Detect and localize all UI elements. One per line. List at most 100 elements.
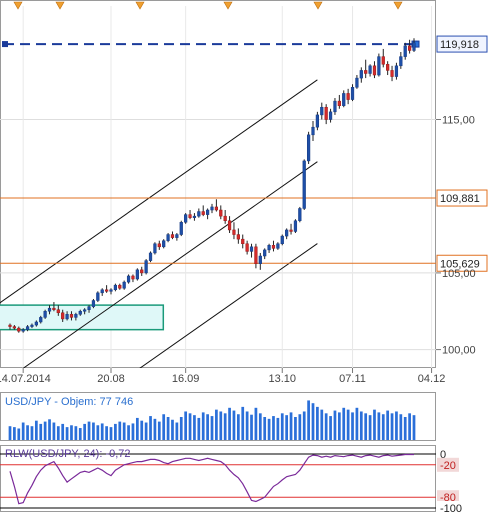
- candle-body-up: [47, 307, 52, 312]
- volume-bar: [267, 418, 271, 440]
- candle: [249, 243, 254, 258]
- volume-bar: [250, 414, 253, 440]
- candle: [219, 205, 223, 220]
- volume-bar: [342, 407, 346, 440]
- candle-body-up: [21, 329, 25, 332]
- candle-body-up: [399, 56, 403, 67]
- candle-body-up: [394, 65, 399, 77]
- candle: [52, 302, 56, 312]
- candle: [170, 231, 175, 240]
- volume-bar: [87, 421, 91, 440]
- candle-body-down: [337, 100, 341, 106]
- candle-body-up: [126, 275, 131, 283]
- candle-body-down: [170, 234, 175, 238]
- indicator-level-box: [437, 501, 459, 515]
- event-marker-icon[interactable]: [135, 1, 145, 10]
- volume-bar: [294, 417, 297, 440]
- volume-bar: [403, 417, 407, 440]
- candle-body-up: [87, 306, 91, 310]
- volume-panel-label: USD/JPY - Objem: 77 746: [5, 396, 133, 408]
- candle: [333, 98, 337, 115]
- volume-bar: [92, 422, 95, 440]
- volume-series: [8, 400, 416, 440]
- volume-bar: [21, 422, 25, 440]
- candle-body-down: [214, 206, 219, 211]
- volume-bar: [324, 413, 328, 440]
- candle-body-up: [113, 284, 118, 291]
- candle: [96, 291, 100, 303]
- candle-body-down: [118, 284, 122, 289]
- volume-bar: [166, 417, 170, 440]
- candle: [355, 75, 359, 89]
- volume-bar: [8, 426, 12, 440]
- candle-body-up: [306, 134, 311, 162]
- candle: [179, 220, 183, 237]
- date-tick-label: 14.07.2014: [0, 373, 51, 385]
- candle-body-up: [311, 126, 315, 136]
- volume-bar: [412, 415, 416, 440]
- volume-bar: [241, 406, 245, 440]
- candle: [214, 199, 219, 212]
- candle: [17, 326, 21, 333]
- volume-bar: [70, 425, 73, 440]
- indicator-level-label: -20: [440, 460, 456, 472]
- candle: [87, 305, 91, 313]
- event-marker-icon[interactable]: [313, 1, 323, 10]
- volume-bar: [285, 415, 289, 440]
- candle-body-up: [205, 209, 210, 215]
- candle: [175, 233, 179, 241]
- candle-body-up: [122, 281, 126, 289]
- volume-bar: [206, 414, 209, 440]
- candle-body-up: [280, 235, 284, 245]
- event-marker-icon[interactable]: [393, 1, 403, 10]
- candle: [12, 325, 17, 330]
- candle: [298, 206, 302, 223]
- candle-body-up: [144, 260, 148, 274]
- candle: [254, 243, 258, 269]
- volume-bar: [351, 412, 354, 440]
- candle-body-up: [197, 211, 201, 217]
- candle-body-down: [104, 289, 109, 292]
- candle-body-down: [346, 93, 350, 100]
- candle-body-down: [245, 243, 249, 252]
- volume-bar: [333, 410, 337, 440]
- volume-bar: [83, 423, 87, 440]
- volume-bar: [307, 400, 310, 440]
- event-marker-icon[interactable]: [223, 1, 233, 10]
- date-tick-label: 07.11: [339, 373, 366, 385]
- date-tick-label: 13.10: [268, 373, 296, 385]
- candle-body-up: [298, 208, 302, 221]
- candle: [346, 88, 350, 105]
- candle-body-up: [43, 310, 47, 318]
- last-price-handle[interactable]: [2, 41, 8, 48]
- volume-bar: [311, 403, 315, 440]
- candle: [315, 111, 320, 131]
- volume-bar: [276, 417, 280, 440]
- event-marker-icon[interactable]: [55, 1, 65, 10]
- candle-body-up: [355, 77, 359, 88]
- candle-body-down: [372, 65, 377, 76]
- candle: [210, 203, 214, 214]
- candle-body-up: [135, 269, 139, 280]
- candle: [399, 52, 403, 69]
- candle: [30, 323, 34, 329]
- event-marker-icon[interactable]: [13, 1, 23, 10]
- candle: [245, 240, 249, 255]
- price-tick-label: 100,00: [442, 345, 476, 357]
- candle: [100, 288, 104, 296]
- volume-bar: [39, 423, 43, 440]
- candle-body-down: [188, 214, 192, 218]
- consolidation-box: [0, 304, 165, 331]
- candle-body-up: [148, 252, 153, 261]
- volume-bar: [228, 407, 231, 440]
- candle: [131, 274, 135, 283]
- candle: [157, 240, 161, 250]
- candle-body-down: [364, 70, 368, 74]
- volume-bar: [232, 410, 236, 440]
- candle: [271, 240, 276, 252]
- candle: [263, 248, 267, 260]
- volume-bar: [65, 427, 69, 440]
- volume-bar: [43, 421, 47, 440]
- volume-bar: [74, 426, 78, 440]
- candle-body-up: [350, 87, 355, 100]
